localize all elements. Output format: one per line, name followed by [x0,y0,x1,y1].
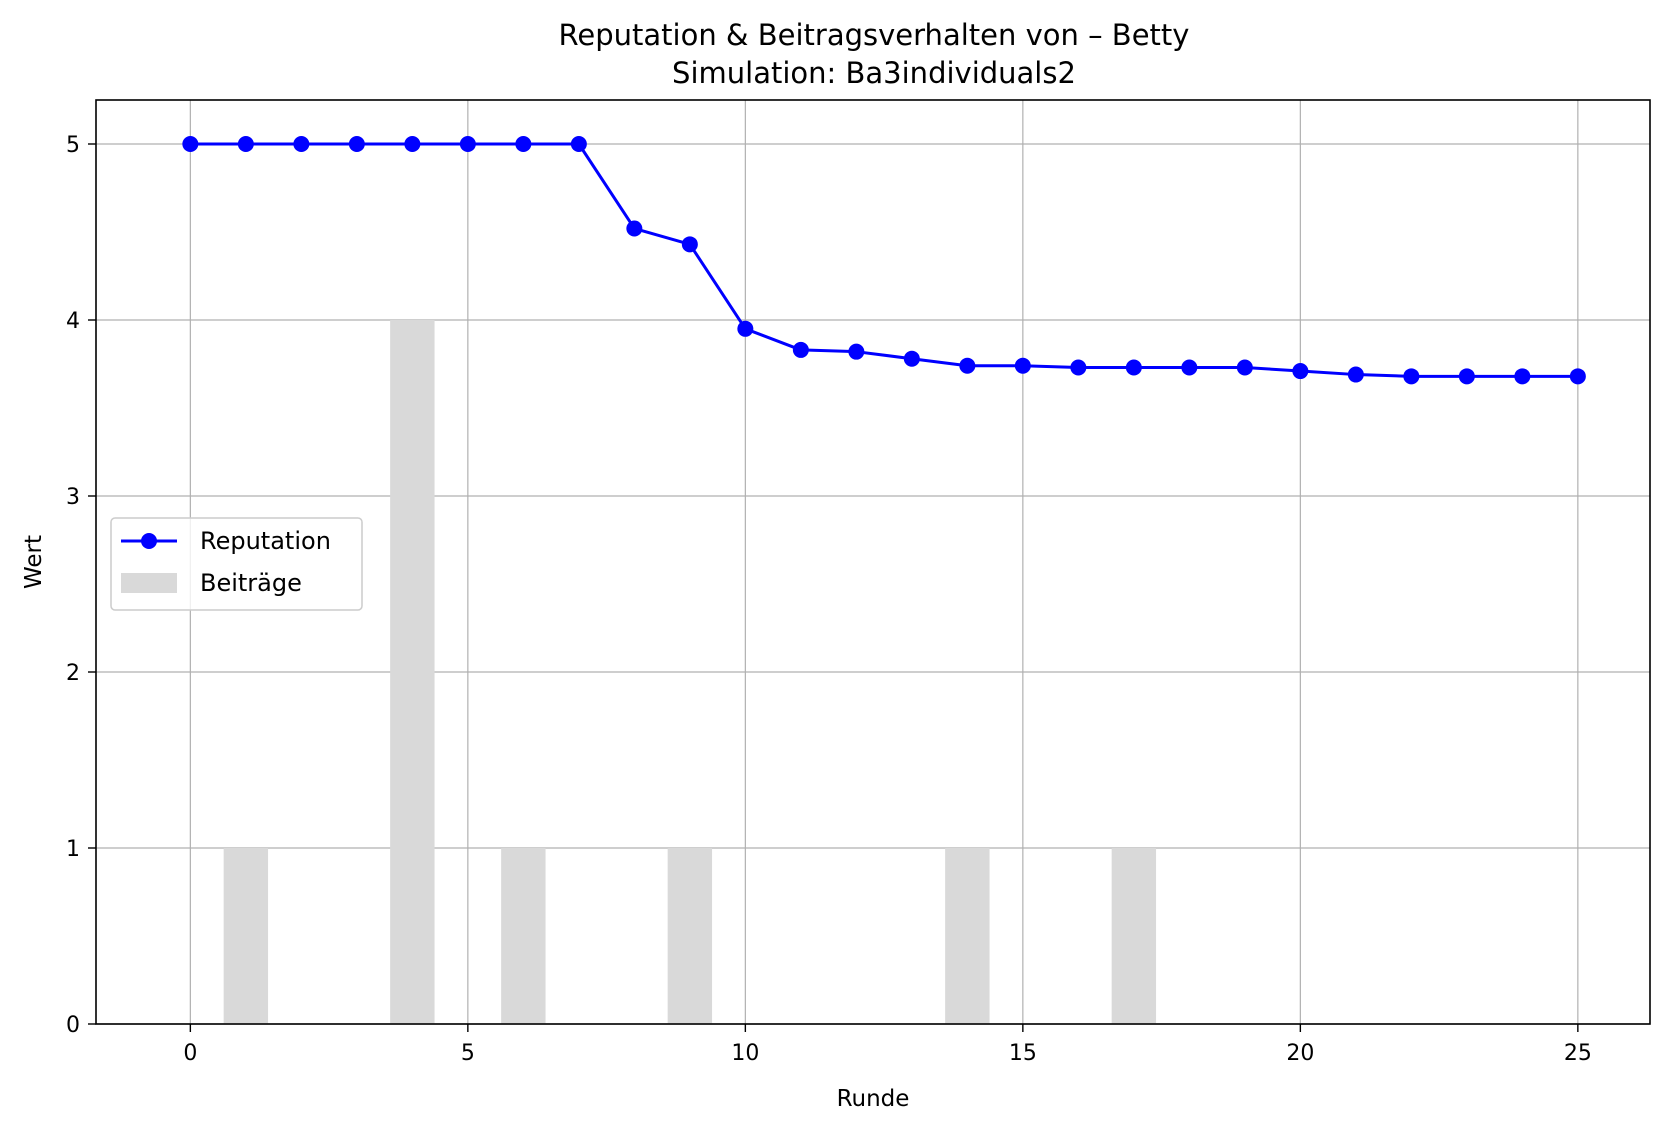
reputation-point [404,136,421,152]
contribution-bar [501,848,546,1024]
y-tick-label: 1 [66,837,80,862]
reputation-point [1569,368,1586,385]
reputation-point [1514,368,1531,385]
reputation-point [1181,359,1198,376]
reputation-point [792,341,809,358]
contribution-bar [667,848,713,1024]
reputation-point [1403,368,1420,385]
y-tick-label: 5 [66,133,80,158]
contribution-bar [1111,848,1157,1024]
legend-beitraege-label: Beiträge [200,569,302,597]
reputation-point [515,136,532,152]
reputation-point [570,136,587,152]
reputation-point [237,136,254,152]
y-tick-label: 0 [66,1013,80,1038]
x-tick-label: 10 [731,1041,759,1066]
reputation-point [1292,363,1309,380]
reputation-point [681,236,698,253]
reputation-point [1070,359,1087,376]
reputation-point [182,136,199,152]
contribution-bar [390,320,435,1024]
reputation-point [959,357,976,374]
line-series [182,136,1586,385]
y-axis-ticks: 0 1 2 3 4 5 [66,133,96,1038]
reputation-point [293,136,310,152]
contribution-bar [223,848,269,1024]
y-tick-label: 4 [66,309,80,334]
y-tick-label: 2 [66,661,80,686]
contribution-bar [945,848,990,1024]
reputation-point [1347,366,1364,383]
reputation-point [1014,357,1031,374]
reputation-point [626,220,643,237]
x-tick-label: 15 [1009,1041,1037,1066]
legend-reputation-label: Reputation [200,527,331,555]
reputation-point [1236,359,1253,376]
x-tick-label: 5 [461,1041,475,1066]
legend: Reputation Beiträge [110,517,363,611]
legend-beitraege-swatch [121,573,177,593]
plot-frame [95,99,1651,1025]
reputation-point [1458,368,1475,385]
reputation-point [1125,359,1142,376]
chart-title: Reputation & Beitragsverhalten von – Bet… [559,18,1190,52]
legend-reputation-marker-swatch [141,533,157,549]
x-tick-label: 0 [183,1041,197,1066]
x-tick-label: 20 [1286,1041,1314,1066]
x-tick-label: 25 [1564,1041,1592,1066]
y-tick-label: 3 [66,485,80,510]
reputation-point [903,350,920,367]
reputation-point [848,343,865,360]
bar-series [223,320,1157,1024]
x-axis-label: Runde [837,1086,910,1112]
x-axis-ticks: 0 5 10 15 20 25 [183,1024,1592,1066]
chart-subtitle: Simulation: Ba3individuals2 [672,56,1076,90]
reputation-line [190,142,1578,378]
reputation-point [348,136,365,152]
y-axis-label: Wert [21,535,47,589]
reputation-point [459,136,476,152]
reputation-point [737,320,754,337]
